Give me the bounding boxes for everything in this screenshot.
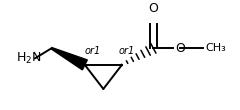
Text: or1: or1 (118, 46, 135, 56)
Polygon shape (51, 48, 87, 70)
Text: or1: or1 (85, 46, 101, 56)
Text: O: O (175, 42, 185, 55)
Text: CH₃: CH₃ (205, 43, 226, 53)
Text: O: O (148, 2, 158, 15)
Text: H$_2$N: H$_2$N (16, 51, 42, 66)
